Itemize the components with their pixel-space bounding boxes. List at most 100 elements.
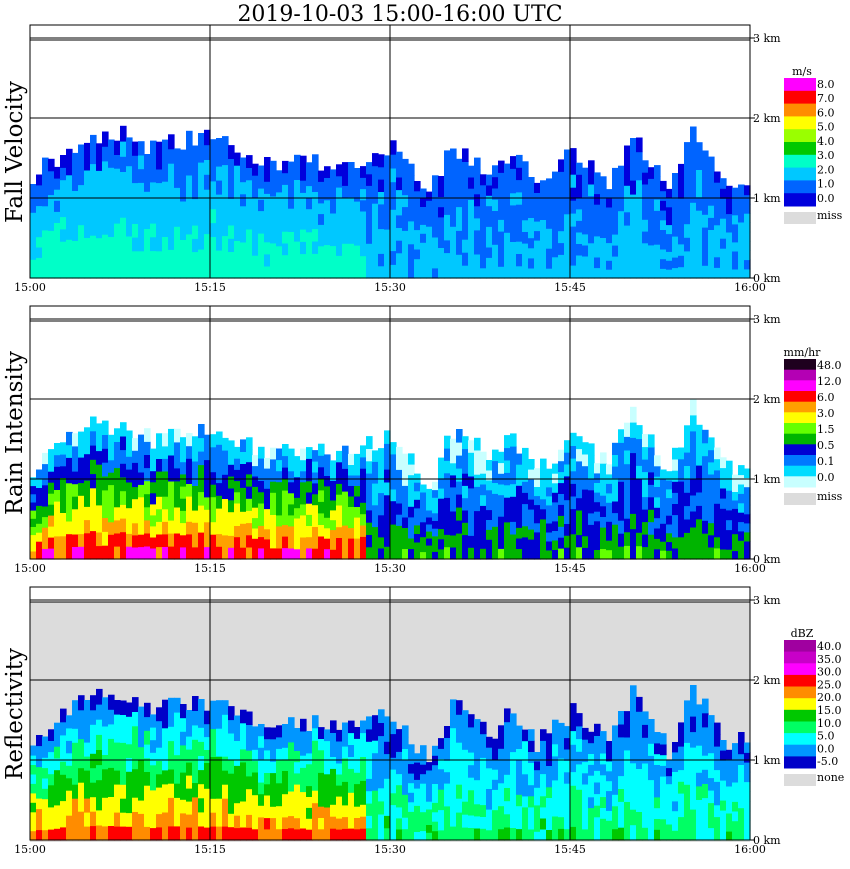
- heatmap-cell: [492, 266, 499, 279]
- heatmap-cell: [534, 240, 541, 251]
- heatmap-cell: [288, 184, 295, 197]
- heatmap-cell: [288, 729, 295, 743]
- heatmap-cell: [246, 827, 253, 841]
- heatmap-cell: [108, 709, 115, 725]
- heatmap-cell: [348, 173, 355, 186]
- heatmap-cell: [90, 459, 97, 475]
- heatmap-cell: [192, 509, 199, 523]
- heatmap-cell: [606, 502, 613, 513]
- heatmap-cell: [552, 267, 559, 279]
- heatmap-cell: [126, 757, 133, 772]
- heatmap-cell: [234, 503, 241, 515]
- heatmap-cell: [684, 438, 691, 453]
- heatmap-cell: [546, 504, 553, 515]
- heatmap-cell: [678, 266, 685, 279]
- heatmap-cell: [282, 828, 289, 841]
- heatmap-cell: [528, 187, 535, 198]
- heatmap-cell: [216, 520, 223, 535]
- heatmap-cell: [192, 211, 199, 226]
- heatmap-cell: [216, 826, 223, 841]
- heatmap-cell: [726, 758, 733, 769]
- colorbar-label: 12.0: [817, 375, 842, 388]
- heatmap-cell: [486, 819, 493, 831]
- heatmap-cell: [36, 541, 43, 551]
- heatmap-cell: [678, 243, 685, 256]
- heatmap-cell: [378, 547, 385, 560]
- heatmap-cell: [270, 266, 277, 279]
- heatmap-cell: [72, 770, 79, 785]
- heatmap-cell: [324, 210, 331, 223]
- heatmap-cell: [696, 210, 703, 225]
- heatmap-cell: [414, 550, 421, 560]
- heatmap-cell: [444, 435, 451, 449]
- heatmap-cell: [330, 756, 337, 769]
- heatmap-cell: [192, 710, 199, 726]
- heatmap-cell: [690, 510, 697, 528]
- heatmap-cell: [228, 464, 235, 477]
- heatmap-cell: [246, 167, 253, 181]
- heatmap-cell: [264, 478, 271, 489]
- heatmap-cell: [474, 253, 481, 267]
- heatmap-cell: [120, 217, 127, 233]
- heatmap-cell: [342, 196, 349, 210]
- heatmap-cell: [102, 725, 109, 741]
- heatmap-cell: [36, 514, 43, 524]
- heatmap-cell: [168, 134, 175, 150]
- heatmap-cell: [240, 800, 247, 815]
- heatmap-cell: [288, 448, 295, 461]
- heatmap-cell: [42, 505, 49, 518]
- heatmap-cell: [216, 457, 223, 471]
- heatmap-cell: [30, 811, 37, 822]
- heatmap-cell: [108, 153, 115, 168]
- heatmap-cell: [144, 493, 151, 508]
- heatmap-cell: [522, 184, 529, 197]
- heatmap-cell: [246, 534, 253, 548]
- colorbar-label: 7.0: [817, 92, 835, 105]
- heatmap-cell: [270, 242, 277, 256]
- heatmap-cell: [186, 521, 193, 535]
- heatmap-cell: [570, 187, 577, 201]
- heatmap-cell: [654, 527, 661, 539]
- heatmap-cell: [360, 166, 367, 178]
- heatmap-cell: [612, 466, 619, 479]
- heatmap-cell: [624, 225, 631, 239]
- colorbar-label: 0.0: [817, 471, 835, 484]
- heatmap-cell: [540, 190, 547, 201]
- colorbar-swatch: [784, 465, 816, 477]
- heatmap-cell: [414, 258, 421, 269]
- heatmap-cell: [360, 266, 367, 279]
- heatmap-cell: [630, 452, 637, 469]
- heatmap-cell: [186, 160, 193, 176]
- heatmap-cell: [288, 548, 295, 560]
- heatmap-cell: [120, 156, 127, 172]
- heatmap-cell: [390, 816, 397, 829]
- heatmap-cell: [270, 536, 277, 549]
- heatmap-cell: [228, 813, 235, 828]
- heatmap-cell: [414, 831, 421, 841]
- heatmap-cell: [546, 178, 553, 189]
- heatmap-cell: [204, 710, 211, 725]
- heatmap-cell: [138, 826, 145, 841]
- heatmap-cell: [540, 817, 547, 830]
- y-tick-label: 1 km: [753, 192, 781, 205]
- heatmap-cell: [660, 829, 667, 841]
- heatmap-cell: [564, 226, 571, 240]
- heatmap-cell: [384, 827, 391, 841]
- heatmap-cell: [666, 269, 673, 279]
- heatmap-cell: [510, 776, 517, 790]
- heatmap-cell: [666, 799, 673, 809]
- heatmap-cell: [396, 536, 403, 549]
- heatmap-cell: [564, 487, 571, 501]
- heatmap-cell: [588, 818, 595, 830]
- heatmap-cell: [210, 534, 217, 548]
- heatmap-cell: [594, 182, 601, 195]
- heatmap-cell: [264, 488, 271, 499]
- heatmap-cell: [450, 547, 457, 560]
- heatmap-cell: [564, 475, 571, 489]
- heatmap-cell: [504, 197, 511, 210]
- heatmap-cell: [294, 538, 301, 550]
- heatmap-cell: [732, 550, 739, 560]
- heatmap-cell: [450, 252, 457, 266]
- heatmap-cell: [594, 225, 601, 237]
- heatmap-cell: [684, 700, 691, 715]
